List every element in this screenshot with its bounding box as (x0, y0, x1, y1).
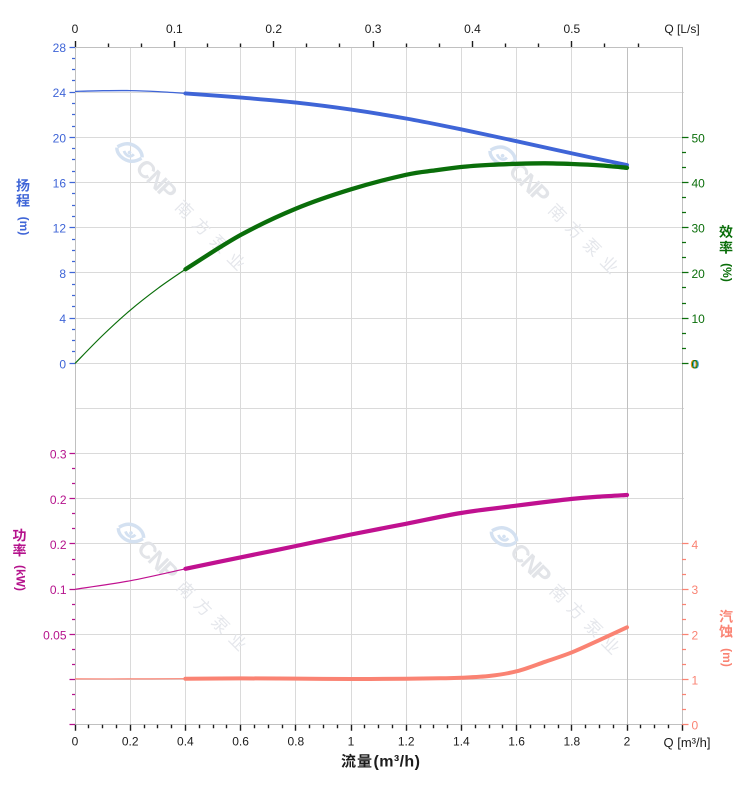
svg-text:0: 0 (72, 735, 79, 749)
svg-text:Q [L/s]: Q [L/s] (664, 22, 699, 36)
svg-text:10: 10 (692, 312, 706, 326)
svg-text:(m): (m) (17, 217, 31, 236)
svg-text:1.4: 1.4 (453, 735, 470, 749)
svg-text:16: 16 (53, 177, 67, 191)
svg-text:0.6: 0.6 (232, 735, 249, 749)
svg-text:1.2: 1.2 (398, 735, 415, 749)
svg-text:0: 0 (692, 357, 699, 371)
svg-text:0.2: 0.2 (122, 735, 139, 749)
svg-text:0.2: 0.2 (50, 493, 67, 507)
svg-text:20: 20 (692, 267, 706, 281)
svg-text:20: 20 (53, 131, 67, 145)
svg-text:0.8: 0.8 (287, 735, 304, 749)
svg-text:0: 0 (59, 357, 66, 371)
svg-text:0.4: 0.4 (464, 22, 481, 36)
svg-text:(m³/h): (m³/h) (374, 754, 421, 771)
svg-text:0.1: 0.1 (166, 22, 183, 36)
svg-text:1: 1 (348, 735, 355, 749)
svg-text:0.2: 0.2 (50, 538, 67, 552)
svg-text:1.8: 1.8 (563, 735, 580, 749)
svg-text:1.6: 1.6 (508, 735, 525, 749)
svg-text:2: 2 (692, 628, 699, 642)
svg-text:8: 8 (59, 267, 66, 281)
svg-text:0.2: 0.2 (265, 22, 282, 36)
svg-text:2: 2 (624, 735, 631, 749)
svg-text:40: 40 (692, 177, 706, 191)
svg-text:0.3: 0.3 (50, 448, 67, 462)
svg-text:28: 28 (53, 41, 67, 55)
svg-text:0: 0 (690, 357, 697, 371)
svg-text:0.4: 0.4 (177, 735, 194, 749)
svg-text:50: 50 (692, 131, 706, 145)
svg-text:4: 4 (692, 538, 699, 552)
svg-text:4: 4 (59, 312, 66, 326)
svg-text:0.05: 0.05 (43, 628, 67, 642)
svg-text:0: 0 (693, 357, 700, 371)
svg-text:(kW): (kW) (14, 565, 28, 591)
svg-text:12: 12 (53, 222, 67, 236)
svg-text:0: 0 (692, 719, 699, 733)
svg-text:0: 0 (72, 22, 79, 36)
svg-text:(%): (%) (720, 263, 734, 282)
svg-text:(m): (m) (720, 648, 734, 667)
svg-text:0.5: 0.5 (563, 22, 580, 36)
svg-text:24: 24 (53, 86, 67, 100)
svg-text:Q [m³/h]: Q [m³/h] (664, 735, 711, 750)
svg-text:0.1: 0.1 (50, 583, 67, 597)
svg-text:1: 1 (692, 674, 699, 688)
svg-text:30: 30 (692, 222, 706, 236)
svg-text:0.3: 0.3 (365, 22, 382, 36)
svg-text:3: 3 (692, 583, 699, 597)
